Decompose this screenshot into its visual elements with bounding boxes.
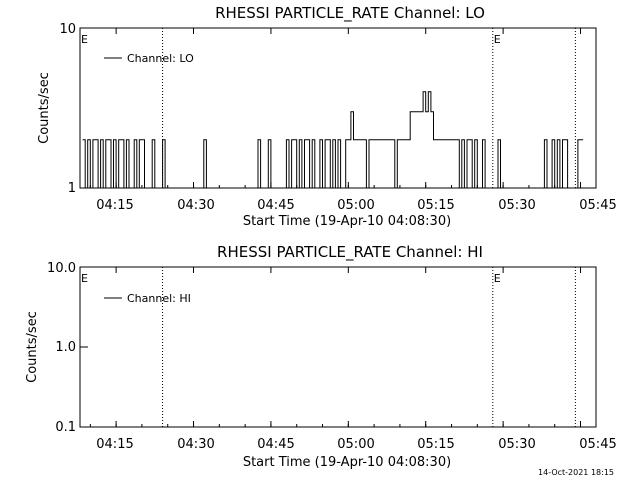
x-tick-label: 04:45 (257, 198, 294, 213)
x-tick-label: 04:30 (177, 198, 214, 213)
panel-lo: RHESSI PARTICLE_RATE Channel: LO Counts/… (37, 4, 617, 229)
y-tick-labels: 0.1 1.0 10.0 (47, 261, 76, 435)
x-tick-label: 05:15 (417, 198, 454, 213)
y-tick-label: 1.0 (55, 340, 76, 355)
series-line (82, 91, 584, 189)
x-tick-labels: 04:15 04:30 04:45 05:00 05:15 05:30 05:4… (96, 198, 616, 213)
legend: Channel: LO (104, 52, 194, 65)
legend-label: Channel: LO (127, 52, 194, 65)
x-tick-label: 05:00 (337, 198, 374, 213)
y-tick-label: 0.1 (55, 420, 76, 435)
y-tick-label: 10.0 (47, 261, 76, 276)
x-tick-label: 04:30 (177, 437, 214, 452)
y-tick-label: 1 (68, 181, 76, 196)
x-axis-label: Start Time (19-Apr-10 04:08:30) (243, 214, 451, 229)
x-tick-labels: 04:15 04:30 04:45 05:00 05:15 05:30 05:4… (96, 437, 616, 452)
event-marker-label: E (81, 33, 88, 46)
y-axis-label: Counts/sec (25, 311, 40, 383)
x-tick-label: 05:30 (498, 437, 535, 452)
footer-timestamp: 14-Oct-2021 18:15 (538, 468, 614, 477)
panel-hi: RHESSI PARTICLE_RATE Channel: HI Counts/… (25, 243, 617, 470)
x-tick-label: 05:30 (498, 198, 535, 213)
event-marker-label: E (494, 272, 501, 285)
x-axis-label: Start Time (19-Apr-10 04:08:30) (243, 455, 451, 470)
x-tick-label: 05:00 (337, 437, 374, 452)
legend: Channel: HI (104, 292, 191, 305)
x-tick-label: 05:45 (579, 437, 616, 452)
y-tick-labels: 1 10 (59, 22, 76, 196)
y-axis-label: Counts/sec (37, 72, 52, 144)
x-tick-label: 04:45 (257, 437, 294, 452)
chart-title: RHESSI PARTICLE_RATE Channel: HI (217, 243, 483, 262)
y-tick-label: 10 (59, 22, 76, 37)
plot-frame (79, 266, 597, 428)
event-marker-label: E (81, 272, 88, 285)
legend-label: Channel: HI (127, 292, 191, 305)
x-tick-label: 05:15 (417, 437, 454, 452)
event-marker-label: E (494, 33, 501, 46)
x-tick-label: 04:15 (96, 198, 133, 213)
x-tick-label: 04:15 (96, 437, 133, 452)
x-tick-label: 05:45 (579, 198, 616, 213)
chart-title: RHESSI PARTICLE_RATE Channel: LO (215, 4, 485, 23)
